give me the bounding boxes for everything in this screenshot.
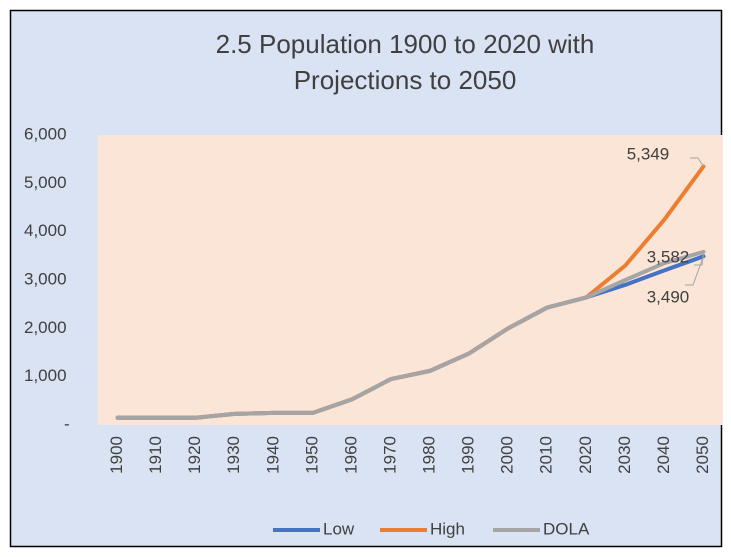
y-tick-label: 5,000 — [24, 173, 67, 192]
x-tick-label: 2010 — [537, 436, 556, 474]
y-tick-label: 1,000 — [24, 366, 67, 385]
x-tick-label: 1950 — [302, 436, 321, 474]
data-label: 3,490 — [647, 287, 690, 306]
x-tick-label: 1990 — [459, 436, 478, 474]
x-tick-label: 2040 — [654, 436, 673, 474]
x-tick-label: 1960 — [341, 436, 360, 474]
legend-label: Low — [323, 519, 355, 538]
leader-line — [690, 157, 704, 167]
legend-label: High — [430, 519, 465, 538]
y-tick-label: 4,000 — [24, 221, 67, 240]
x-tick-label: 1910 — [146, 436, 165, 474]
data-label: 5,349 — [627, 144, 670, 163]
x-tick-label: 1900 — [107, 436, 126, 474]
x-tick-label: 2050 — [693, 436, 712, 474]
chart-title: 2.5 Population 1900 to 2020 with Project… — [215, 29, 595, 95]
x-tick-label: 1980 — [420, 436, 439, 474]
x-tick-label: 1930 — [224, 436, 243, 474]
y-tick-label: 3,000 — [24, 269, 67, 288]
x-tick-label: 2030 — [615, 436, 634, 474]
series-line — [115, 249, 706, 420]
leader-line — [694, 251, 704, 266]
data-label: 3,582 — [647, 247, 690, 266]
x-tick-label: 1940 — [263, 436, 282, 474]
y-tick-label: 2,000 — [24, 318, 67, 337]
legend-label: DOLA — [543, 519, 590, 538]
x-tick-label: 1970 — [380, 436, 399, 474]
leader-line — [685, 256, 704, 286]
x-tick-label: 2000 — [498, 436, 517, 474]
x-tick-label: 2020 — [576, 436, 595, 474]
x-tick-label: 1920 — [185, 436, 204, 474]
y-tick-label: - — [64, 414, 70, 433]
y-tick-label: 6,000 — [24, 124, 67, 143]
